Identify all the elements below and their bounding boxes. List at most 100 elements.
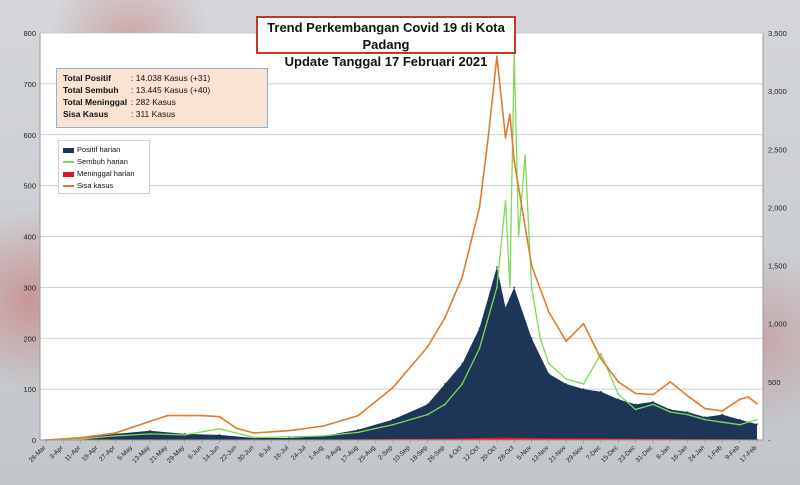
data-point xyxy=(183,434,186,436)
data-point xyxy=(426,413,429,416)
data-point xyxy=(686,394,689,397)
data-point xyxy=(218,427,221,430)
data-point xyxy=(509,113,511,116)
data-point xyxy=(461,383,464,385)
x-tick-label: 26-Mar xyxy=(28,444,48,464)
data-point xyxy=(478,206,481,209)
data-point xyxy=(79,438,82,440)
x-tick-label: 17-Aug xyxy=(340,444,360,464)
y-right-tick-label: 3,000 xyxy=(768,87,787,96)
data-point xyxy=(218,434,221,436)
y-left-tick-label: 400 xyxy=(23,233,36,242)
x-tick-label: 11-Apr xyxy=(64,444,83,463)
title-line-2: Update Tanggal 17 Februari 2021 xyxy=(284,54,488,69)
x-tick-label: 28-Oct xyxy=(497,444,516,463)
y-left-tick-label: 100 xyxy=(23,385,36,394)
summary-box: Total Positif: 14.038 Kasus (+31) Total … xyxy=(56,68,268,128)
data-point xyxy=(539,337,542,340)
y-right-tick-label: 2,500 xyxy=(768,145,787,154)
data-point xyxy=(721,410,724,412)
x-tick-label: 16-Jan xyxy=(670,444,689,463)
x-tick-label: 13-May xyxy=(131,444,152,465)
x-tick-label: 15-Dec xyxy=(600,444,620,464)
series-layer xyxy=(45,52,758,441)
chart-title: Trend Perkembangan Covid 19 di Kota Pada… xyxy=(256,16,516,69)
y-right-tick-label: 1,500 xyxy=(768,262,787,271)
data-point xyxy=(426,346,429,348)
data-point xyxy=(530,337,533,340)
x-tick-label: 19-Apr xyxy=(81,444,100,463)
y-right-tick-label: 1,000 xyxy=(768,320,787,329)
data-point xyxy=(634,392,637,395)
data-point xyxy=(617,398,620,401)
x-tick-label: 21-Nov xyxy=(548,444,568,464)
y-left-tick-label: 300 xyxy=(23,283,36,292)
data-point xyxy=(478,347,481,350)
x-tick-label: 10-Sep xyxy=(392,444,412,464)
data-point xyxy=(738,398,741,401)
data-point xyxy=(669,438,672,440)
data-point xyxy=(600,390,602,393)
data-point xyxy=(548,362,550,365)
data-point xyxy=(487,136,490,139)
y-left-tick-label: 0 xyxy=(32,436,36,445)
data-point xyxy=(548,311,550,313)
data-point xyxy=(322,425,325,427)
x-tick-label: 1-Aug xyxy=(308,444,325,461)
x-tick-label: 14-Jun xyxy=(202,444,221,463)
x-tick-label: 23-Dec xyxy=(617,444,637,464)
data-point xyxy=(582,388,585,390)
x-tick-label: 1-Feb xyxy=(707,444,724,461)
data-point xyxy=(565,340,568,343)
data-point xyxy=(166,414,169,417)
data-point xyxy=(756,402,758,405)
data-point xyxy=(183,414,186,417)
data-point xyxy=(253,436,256,439)
y-right-tick-label: 500 xyxy=(768,378,781,387)
data-point xyxy=(391,386,394,389)
x-tick-label: 13-Nov xyxy=(531,444,551,464)
data-point xyxy=(426,403,429,406)
data-point xyxy=(444,403,446,406)
data-point xyxy=(582,322,585,325)
legend: Positif harian Sembuh harian Meninggal h… xyxy=(58,140,150,194)
data-point xyxy=(634,403,637,406)
data-point xyxy=(461,362,464,365)
series-positif-harian-area xyxy=(46,267,757,440)
data-point xyxy=(357,431,359,434)
data-point xyxy=(669,411,672,413)
x-tick-label: 16-Jul xyxy=(273,444,291,462)
data-point xyxy=(686,411,689,413)
x-tick-label: 18-Sep xyxy=(409,444,429,464)
data-point xyxy=(600,357,602,360)
data-point xyxy=(669,381,672,383)
data-point xyxy=(287,429,290,432)
data-point xyxy=(391,423,394,426)
x-tick-label: 8-Jul xyxy=(258,444,273,459)
x-tick-label: 30-Jun xyxy=(237,444,256,463)
data-point xyxy=(513,286,516,289)
series-positif-harian xyxy=(45,266,758,441)
x-tick-label: 21-May xyxy=(149,444,170,465)
data-point xyxy=(756,418,758,421)
data-point xyxy=(496,286,498,289)
y-left-tick-label: 500 xyxy=(23,182,36,191)
y-right-tick-label: 2,000 xyxy=(768,203,787,212)
legend-item-meninggal: Meninggal harian xyxy=(63,168,149,180)
summary-total-meninggal: Total Meninggal: 282 Kasus xyxy=(63,97,176,107)
data-point xyxy=(738,418,741,421)
data-point xyxy=(461,437,464,440)
data-point xyxy=(444,317,446,319)
y-left-tick-label: 800 xyxy=(23,29,36,38)
y-left-tick-label: 600 xyxy=(23,131,36,140)
data-point xyxy=(530,437,533,439)
title-line-1: Trend Perkembangan Covid 19 di Kota Pada… xyxy=(267,20,505,52)
x-tick-label: 27-Apr xyxy=(98,444,117,463)
series-sisa-kasus-line xyxy=(45,55,758,441)
sisa-swatch xyxy=(63,185,74,188)
data-point xyxy=(201,414,204,417)
data-point xyxy=(513,160,516,162)
data-point xyxy=(756,423,758,426)
x-tick-label: 17-Feb xyxy=(739,444,759,464)
summary-total-positif: Total Positif: 14.038 Kasus (+31) xyxy=(63,73,211,83)
